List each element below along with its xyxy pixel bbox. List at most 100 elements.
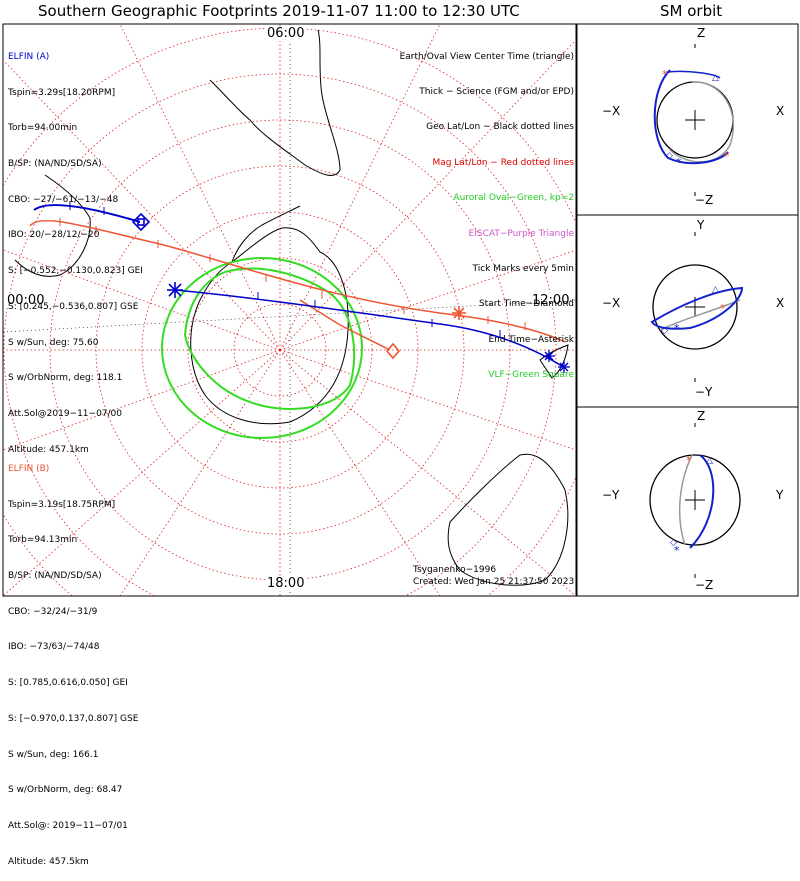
orbit-axis-label: X bbox=[776, 104, 785, 118]
svg-text:◇: ◇ bbox=[670, 538, 677, 548]
model-credit: Tsyganenko−1996 bbox=[413, 565, 497, 575]
legend-item: Start Time−Diamond bbox=[478, 299, 574, 310]
antarctica-coastline bbox=[190, 227, 349, 425]
orbit-panel-yz: △ * ◇ * bbox=[649, 423, 741, 578]
elfin-a-end-asterisk bbox=[167, 282, 183, 298]
legend-item: VLF−Green Square bbox=[488, 370, 574, 381]
elfin-a-line: S w/Sun, deg: 75.60 bbox=[8, 337, 99, 348]
svg-text:*: * bbox=[724, 150, 730, 163]
legend-item: Geo Lat/Lon − Black dotted lines bbox=[426, 122, 574, 133]
antarctic-peninsula-coastline bbox=[231, 205, 301, 263]
svg-text:*: * bbox=[674, 322, 680, 335]
elfin-a-info: ELFIN (A) Tspin=3.29s[18.20RPM] Torb=94.… bbox=[8, 28, 143, 469]
svg-text:△: △ bbox=[712, 285, 719, 295]
time-label-left: 00:00 bbox=[6, 293, 46, 308]
elfin-a-tick-marks bbox=[69, 202, 501, 338]
earth-circle bbox=[649, 454, 741, 546]
elfin-a-line: S w/OrbNorm, deg: 118.1 bbox=[8, 373, 123, 384]
elfin-b-line: Att.Sol@: 2019−11−07/01 bbox=[8, 821, 128, 831]
elfin-a-footprint-science bbox=[33, 204, 141, 223]
legend-item: Earth/Oval View Center Time (triangle) bbox=[399, 51, 574, 62]
orbit-axis-label: Y bbox=[776, 488, 784, 502]
elfin-a-orbit bbox=[653, 69, 729, 165]
elfin-a-line: Att.Sol@2019−11−07/00 bbox=[8, 409, 123, 419]
elfin-a-orbit bbox=[689, 454, 715, 549]
mag-circle bbox=[233, 303, 327, 397]
orbit-axis-label: −Z bbox=[695, 578, 714, 592]
orbit-axis-label: −Y bbox=[602, 488, 620, 502]
elfin-b-line: S w/OrbNorm, deg: 68.47 bbox=[8, 785, 123, 796]
geo-grid bbox=[3, 24, 576, 596]
legend-item: End Time−Asterisk bbox=[488, 334, 574, 345]
oval-outer bbox=[161, 257, 363, 439]
elfin-a-line: Torb=94.00min bbox=[8, 123, 78, 134]
orbit-axis-label: Z bbox=[697, 26, 706, 40]
south-america-coastline bbox=[249, 29, 341, 176]
legend: Earth/Oval View Center Time (triangle) T… bbox=[400, 28, 574, 394]
elfin-b-line: Tspin=3.19s[18.75RPM] bbox=[8, 499, 116, 510]
australia-coastline bbox=[447, 453, 569, 586]
svg-text:*: * bbox=[686, 454, 692, 467]
elfin-a-line: IBO: 20/−28/12/−20 bbox=[8, 230, 100, 241]
elfin-b-line: CBO: −32/24/−31/9 bbox=[8, 606, 98, 617]
elfin-b-line: S: [−0.970,0.137,0.807] GSE bbox=[8, 713, 139, 724]
elfin-a-name: ELFIN (A) bbox=[8, 51, 50, 62]
elfin-b-marker: * bbox=[662, 68, 668, 81]
coastlines bbox=[14, 29, 569, 586]
svg-text:◇: ◇ bbox=[661, 326, 668, 336]
legend-item: EISCAT−Purple Triangle bbox=[468, 228, 574, 239]
elfin-b-line: S w/Sun, deg: 166.1 bbox=[8, 749, 99, 760]
orbit-axis-label: Z bbox=[697, 409, 706, 423]
legend-item: Thick − Science (FGM and/or EPD) bbox=[419, 86, 574, 97]
elfin-b-orbit bbox=[659, 299, 741, 331]
auroral-oval bbox=[161, 257, 363, 439]
time-label-top: 06:00 bbox=[266, 26, 306, 41]
orbit-axis-label: −Y bbox=[695, 385, 713, 399]
legend-item: Tick Marks every 5min bbox=[472, 263, 574, 274]
oval-inner bbox=[183, 267, 356, 410]
elfin-b-center-segment bbox=[299, 299, 391, 351]
elfin-b-start-diamond bbox=[385, 342, 401, 360]
legend-item: Mag Lat/Lon − Red dotted lines bbox=[432, 157, 574, 168]
legend-item: Auroral Oval−Green, kp=2 bbox=[453, 193, 574, 204]
elfin-a-track bbox=[33, 202, 570, 373]
elfin-a-line: S: [0.245,−0.536,0.807] GSE bbox=[8, 301, 139, 312]
elfin-a-orbit-top bbox=[667, 70, 721, 79]
elfin-a-footprint bbox=[174, 289, 566, 369]
elfin-b-info: ELFIN (B) Tspin=3.19s[18.75RPM] Torb=94.… bbox=[8, 440, 138, 881]
elfin-a-asterisk-east bbox=[543, 350, 555, 362]
time-label-bottom: 18:00 bbox=[266, 576, 306, 591]
elfin-a-line: B/SP: (NA/ND/SD/SA) bbox=[8, 158, 102, 169]
orbit-panel-xy: △ * ◇ * bbox=[650, 232, 744, 382]
elfin-b-end-asterisk bbox=[452, 306, 466, 320]
elfin-a-orbit bbox=[650, 286, 744, 330]
map-title: Southern Geographic Footprints 2019-11-0… bbox=[38, 2, 520, 20]
svg-text:*: * bbox=[674, 544, 680, 557]
orbit-panel-xz: △ * ◇ * * bbox=[653, 44, 735, 196]
elfin-a-asterisk-east bbox=[558, 361, 570, 373]
orbit-frame bbox=[576, 23, 799, 597]
elfin-b-line: Torb=94.13min bbox=[8, 535, 78, 546]
africa-coastline bbox=[14, 174, 91, 277]
elfin-b-footprint bbox=[29, 219, 566, 343]
elfin-a-line: S: [−0.552,−0.130,0.823] GEI bbox=[8, 266, 143, 277]
south-america-coastline bbox=[209, 79, 251, 121]
elfin-b-line: IBO: −73/63/−74/48 bbox=[8, 642, 100, 653]
svg-text:◇: ◇ bbox=[666, 151, 673, 161]
orbit-axis-label: −X bbox=[602, 104, 621, 118]
orbit-axis-label: −Z bbox=[695, 193, 714, 207]
eiscat-triangle: △ bbox=[712, 73, 719, 83]
orbit-title: SM orbit bbox=[660, 2, 723, 20]
orbit-axis-label: Y bbox=[697, 218, 705, 232]
elfin-a-start-diamond bbox=[131, 212, 151, 232]
orbit-axis-label: −X bbox=[602, 296, 621, 310]
created-timestamp: Created: Wed Jan 25 21:37:50 2023 bbox=[413, 577, 575, 587]
elfin-b-orbit bbox=[669, 81, 735, 163]
elfin-b-tick-marks bbox=[59, 218, 526, 330]
svg-text:*: * bbox=[720, 302, 726, 315]
footprint-graphic: △ * ◇ * * △ * ◇ * △ * ◇ * bbox=[2, 23, 799, 597]
elfin-b-line: S: [0.785,0.616,0.050] GEI bbox=[8, 678, 128, 689]
map-frame bbox=[2, 23, 577, 597]
elfin-a-line: Altitude: 457.1km bbox=[8, 444, 89, 455]
elfin-a-line: Tspin=3.29s[18.20RPM] bbox=[8, 87, 116, 98]
